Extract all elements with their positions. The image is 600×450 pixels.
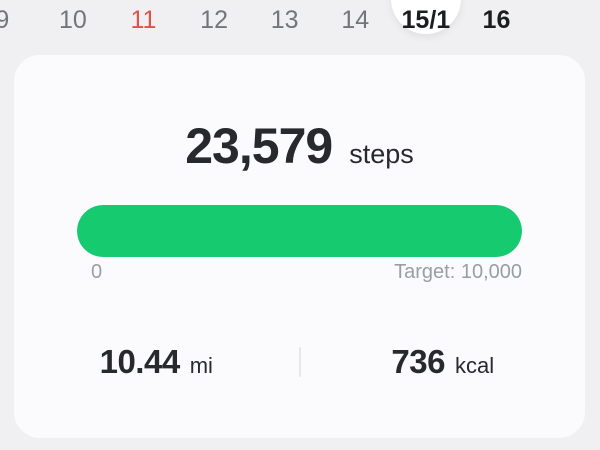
distance-unit: mi — [189, 353, 213, 378]
date-item-14[interactable]: 14 — [320, 0, 391, 38]
calories-value: 736 — [391, 343, 445, 380]
date-item-15-selected[interactable]: 15/1 — [390, 0, 462, 38]
stats-row: 10.44 mi 736 kcal — [14, 332, 585, 392]
date-label: 15/1 — [401, 5, 451, 34]
progress-min-label: 0 — [91, 261, 103, 283]
distance-value: 10.44 — [99, 343, 181, 380]
distance-stat: 10.44 mi — [14, 343, 299, 381]
date-label: 12 — [200, 5, 228, 34]
calories-stat: 736 kcal — [301, 343, 586, 381]
steps-progress-fill — [77, 205, 522, 257]
date-item-16[interactable]: 16 — [461, 0, 532, 38]
date-item-12[interactable]: 12 — [179, 0, 250, 38]
steps-progress-bar — [77, 205, 522, 257]
calories-unit: kcal — [454, 353, 495, 378]
date-item-9[interactable]: 9 — [0, 0, 38, 38]
date-label: 9 — [0, 5, 10, 34]
steps-unit-label: steps — [349, 139, 414, 169]
date-label: 10 — [58, 5, 87, 34]
steps-summary-card: 23,579 steps 0 Target: 10,000 10.44 mi 7… — [14, 55, 585, 438]
stats-divider — [298, 347, 301, 377]
steps-count: 23,579 — [185, 118, 333, 174]
date-item-11[interactable]: 11 — [108, 0, 179, 38]
date-item-10[interactable]: 10 — [38, 0, 109, 38]
date-label: 13 — [270, 5, 299, 34]
steps-title: 23,579 steps — [14, 117, 585, 175]
progress-range-labels: 0 Target: 10,000 — [77, 261, 522, 284]
date-scroller: 9 10 11 12 13 14 15/1 16 — [0, 0, 532, 38]
date-item-13[interactable]: 13 — [249, 0, 320, 38]
date-label: 16 — [482, 5, 511, 34]
date-label: 11 — [130, 5, 157, 34]
progress-target-label: Target: 10,000 — [394, 261, 522, 283]
date-label: 14 — [341, 5, 370, 34]
